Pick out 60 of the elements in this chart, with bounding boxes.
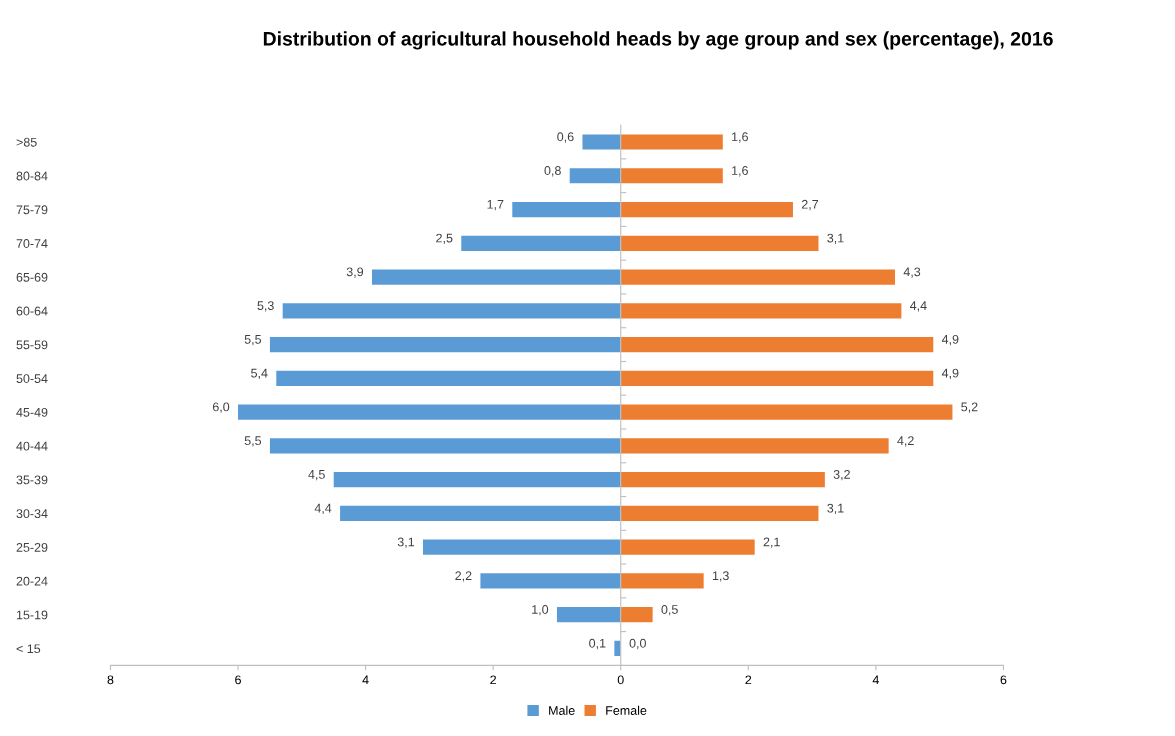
data-label: 2,5 [436, 233, 453, 244]
legend-label: Female [606, 705, 647, 715]
y-tick-label: 30-34 [16, 509, 48, 519]
y-tick-label: 70-74 [16, 239, 48, 248]
data-label: 0,1 [589, 638, 606, 650]
data-label: 5,5 [244, 335, 262, 346]
y-tick-label: < 15 [16, 644, 41, 654]
data-label: 4,9 [941, 368, 959, 380]
data-label: 3,9 [346, 267, 364, 278]
data-label: 0,6 [557, 132, 574, 143]
data-label: 5,4 [251, 368, 268, 380]
data-label: 6,0 [212, 402, 230, 413]
data-label: 4,3 [903, 267, 921, 278]
y-tick-label: 25-29 [16, 542, 48, 552]
data-label: 2,1 [763, 537, 780, 548]
data-label: 5,2 [961, 402, 978, 413]
y-tick-label: 20-24 [16, 576, 48, 586]
chart-title: Distribution of agricultural household heads by age group and sex (percentage), 2016 [263, 31, 1053, 50]
data-label: 4,4 [314, 503, 332, 515]
data-label: 4,5 [308, 470, 325, 481]
y-tick-label: 55-59 [16, 340, 48, 350]
x-tick-label: 6 [235, 675, 241, 685]
data-label: 0,0 [629, 638, 646, 650]
y-tick-label: >85 [16, 137, 37, 147]
data-label: 5,3 [257, 301, 274, 312]
y-tick-label: 50-54 [16, 374, 48, 383]
data-label: 0,8 [544, 166, 561, 177]
data-label: 3,1 [827, 503, 844, 515]
y-tick-label: 75-79 [16, 205, 48, 215]
data-label: 1,6 [732, 166, 748, 177]
data-label: 1,3 [712, 571, 729, 582]
y-tick-label: 80-84 [16, 171, 48, 181]
x-tick-label: 8 [107, 675, 114, 685]
y-tick-label: 35-39 [16, 475, 48, 485]
data-label: 2,7 [801, 199, 819, 211]
x-tick-label: 2 [745, 675, 752, 685]
y-tick-label: 40-44 [16, 441, 48, 451]
data-label: 4,4 [910, 301, 927, 312]
data-label: 4,2 [897, 436, 914, 447]
bar [614, 640, 621, 657]
x-tick-label: 2 [490, 675, 497, 685]
legend-label: Male [549, 705, 575, 715]
data-label: 0,5 [661, 605, 678, 616]
data-label: 5,5 [244, 436, 262, 447]
data-label: 3,2 [833, 469, 850, 481]
x-tick-label: 6 [1000, 675, 1007, 685]
data-label: 4,9 [941, 334, 959, 346]
x-tick-label: 0 [617, 675, 624, 685]
y-tick-label: 65-69 [16, 272, 48, 282]
x-tick-label: 4 [362, 675, 369, 685]
y-tick-label: 60-64 [16, 306, 48, 316]
data-label: 2,2 [455, 571, 472, 582]
y-tick-label: 15-19 [16, 610, 48, 620]
data-label: 1,6 [732, 132, 748, 143]
data-label: 1,0 [532, 605, 549, 616]
data-label: 1,7 [487, 200, 504, 211]
x-tick-label: 4 [872, 675, 879, 685]
data-label: 3,1 [827, 233, 844, 244]
y-tick-label: 45-49 [16, 407, 48, 417]
data-label: 3,1 [397, 537, 415, 548]
